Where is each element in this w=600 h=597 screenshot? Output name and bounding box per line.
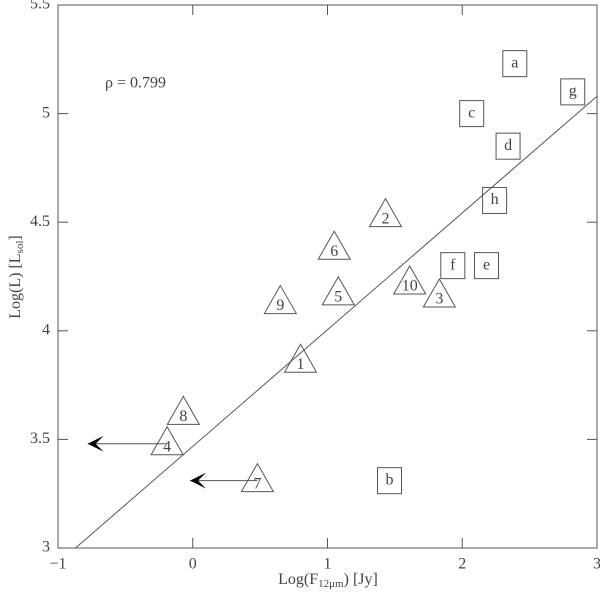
point-label: 6 bbox=[330, 243, 338, 260]
y-tick-label: 3 bbox=[42, 539, 50, 556]
point-label: 10 bbox=[402, 278, 418, 295]
triangle-marker bbox=[422, 278, 457, 308]
point-label: 4 bbox=[163, 438, 171, 455]
square-marker bbox=[440, 252, 466, 280]
x-label-rest: ) [Jy] bbox=[344, 571, 378, 588]
y-tick-label: 5.5 bbox=[30, 0, 50, 13]
point-label: g bbox=[569, 83, 577, 100]
triangle-marker bbox=[368, 197, 403, 228]
triangle-marker bbox=[317, 230, 352, 260]
arrow-head bbox=[190, 472, 207, 489]
point-label: 7 bbox=[253, 475, 261, 492]
x-label-main: Log(F bbox=[278, 571, 318, 588]
x-tick-label: 2 bbox=[458, 556, 466, 573]
x-label-sub: 12μm bbox=[318, 578, 344, 590]
point-label: c bbox=[468, 104, 475, 121]
point-label: f bbox=[450, 256, 456, 273]
point-label: h bbox=[491, 191, 499, 208]
point-label: a bbox=[511, 54, 518, 71]
x-tick-label: −1 bbox=[49, 556, 66, 573]
triangle-marker bbox=[166, 395, 201, 425]
triangle-marker bbox=[321, 275, 356, 306]
square-marker bbox=[474, 252, 500, 280]
triangle-marker bbox=[150, 425, 185, 456]
point-label: 1 bbox=[297, 356, 305, 373]
x-tick-label: 1 bbox=[324, 556, 332, 573]
annotation: ρ = 0.799 bbox=[105, 75, 166, 92]
square-marker bbox=[376, 467, 402, 495]
arrow-head bbox=[87, 435, 104, 452]
y-tick-label: 3.5 bbox=[30, 430, 50, 447]
point-label: e bbox=[483, 256, 490, 273]
x-tick-label: 3 bbox=[593, 556, 600, 573]
point-label: 5 bbox=[334, 289, 342, 306]
point-label: 8 bbox=[179, 408, 187, 425]
point-label: 9 bbox=[276, 297, 284, 314]
square-marker bbox=[495, 132, 521, 160]
y-tick-label: 4 bbox=[42, 321, 50, 338]
x-tick-label: 0 bbox=[189, 556, 197, 573]
triangle-marker bbox=[392, 265, 427, 295]
triangle-marker bbox=[240, 462, 275, 493]
point-label: 3 bbox=[435, 291, 443, 308]
y-label-rest: ] bbox=[7, 235, 24, 240]
point-label: 2 bbox=[381, 210, 389, 227]
square-marker bbox=[560, 78, 586, 106]
point-label: b bbox=[385, 471, 393, 488]
fit-line bbox=[75, 95, 598, 549]
y-label-main: Log(L) [L bbox=[7, 253, 24, 318]
x-axis-label: Log(F12μm) [Jy] bbox=[278, 571, 378, 590]
square-marker bbox=[482, 186, 508, 214]
y-tick-label: 4.5 bbox=[30, 213, 50, 230]
triangle-marker bbox=[283, 343, 318, 373]
triangle-marker bbox=[263, 284, 298, 315]
square-marker bbox=[459, 100, 485, 128]
square-marker bbox=[502, 50, 528, 78]
y-label-sub: sol bbox=[14, 241, 26, 254]
point-label: d bbox=[504, 137, 512, 154]
y-tick-label: 5 bbox=[42, 104, 50, 121]
y-axis-label: Log(L) [Lsol] bbox=[7, 235, 26, 318]
